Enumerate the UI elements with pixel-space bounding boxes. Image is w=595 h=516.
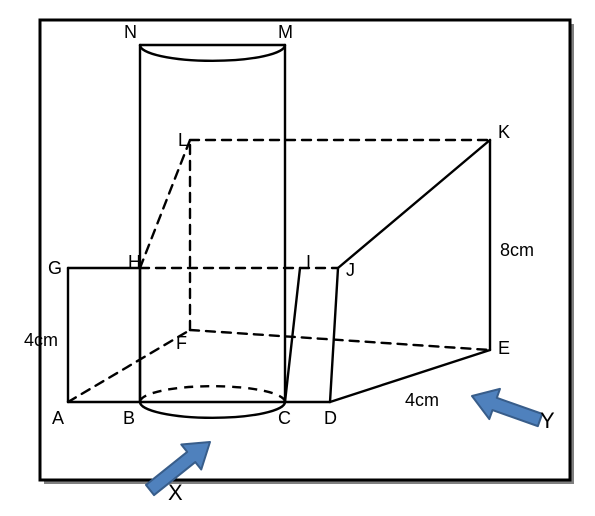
vertex-label-K: K	[498, 122, 510, 143]
dim-left: 4cm	[24, 330, 58, 351]
vertex-label-H: H	[128, 252, 141, 273]
vertex-label-G: G	[48, 258, 62, 279]
vertex-label-B: B	[123, 408, 135, 429]
vertex-label-M: M	[278, 22, 293, 43]
vertex-label-F: F	[176, 333, 187, 354]
diagram-stage: A B C D E F G H I J K L M N 4cm 8cm 4cm X Y	[0, 0, 595, 516]
dim-right: 8cm	[500, 240, 534, 261]
vertex-label-L: L	[178, 130, 188, 151]
vertex-label-C: C	[278, 408, 291, 429]
vertex-label-J: J	[346, 260, 355, 281]
vertex-label-D: D	[324, 408, 337, 429]
vertex-label-A: A	[52, 408, 64, 429]
arrow-label-x: X	[168, 480, 183, 506]
vertex-label-E: E	[498, 338, 510, 359]
dim-bottom: 4cm	[405, 390, 439, 411]
vertex-label-N: N	[124, 22, 137, 43]
vertex-label-I: I	[306, 252, 311, 273]
arrow-label-y: Y	[540, 408, 555, 434]
